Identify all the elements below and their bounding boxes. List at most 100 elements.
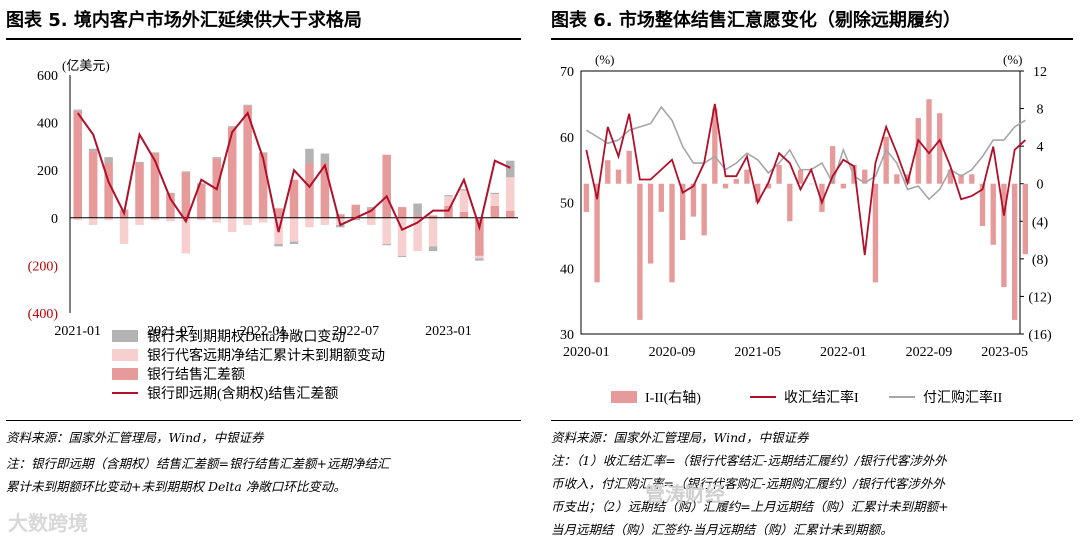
spot-balance-bar: [227, 127, 237, 218]
spot-balance-bar: [73, 110, 82, 218]
watermark-right: 管涛财经: [645, 482, 725, 506]
diff-bar: [776, 164, 782, 184]
diff-bar: [712, 108, 718, 184]
right-note-line: 币支出；（2）远期结（购）汇履约=上月远期结（购）汇累计未到期额+: [551, 499, 949, 514]
diff-bar: [701, 183, 707, 236]
spot-balance-bar: [243, 105, 252, 218]
left-note-line: 注：银行即远期（含期权）结售汇差额=银行结售汇差额+远期净结汇: [6, 456, 390, 471]
left-axis-unit: (%): [595, 52, 615, 67]
delta-change-bar: [150, 152, 160, 154]
y-tick-label: 0: [51, 212, 58, 227]
forward-change-bar: [212, 217, 222, 223]
spot-balance-bar: [397, 207, 407, 218]
delta-change-bar: [104, 157, 113, 164]
forward-change-bar: [305, 217, 314, 228]
diff-bar: [797, 169, 804, 184]
forward-change-bar: [104, 217, 113, 221]
delta-change-bar: [459, 189, 469, 191]
forward-change-bar: [428, 217, 438, 247]
spot-balance-bar: [289, 179, 299, 218]
delta-change-bar: [336, 224, 345, 228]
delta-change-bar: [475, 258, 484, 261]
x-tick-label: 2021-05: [734, 345, 781, 360]
diff-bar: [894, 174, 900, 184]
diff-bar: [626, 150, 632, 184]
y-tick-label: 400: [37, 117, 58, 132]
left-note-line: 累计未到期额环比变动+未到期期权 Delta 净敞口环比变动。: [6, 479, 346, 494]
forward-change-bar: [289, 217, 299, 242]
diff-bar: [840, 183, 847, 189]
x-tick-label: 2023-05: [981, 345, 1028, 360]
right-chart-title: 图表 6. 市场整体结售汇意愿变化（剔除远期履约）: [551, 10, 961, 31]
right-tick-label: (12): [1028, 290, 1052, 305]
left-title-rule: [6, 38, 521, 40]
spot-balance-bar: [506, 210, 515, 218]
spot-balance-bar: [305, 163, 314, 218]
diff-bar: [979, 183, 986, 226]
right-note: 注：（1）收汇结汇率=（银行代客结汇-远期结汇履约）/银行代客涉外外 币收入，付…: [551, 449, 949, 541]
spot-balance-bar: [459, 211, 469, 218]
diff-bar: [969, 174, 975, 184]
right-note-line: 注：（1）收汇结汇率=（银行代客结汇-远期结汇履约）/银行代客涉外外: [551, 453, 947, 468]
delta-change-bar: [382, 243, 391, 246]
y-tick-label: 600: [37, 69, 58, 84]
spot-balance-bar: [135, 163, 144, 218]
diff-bar: [958, 174, 964, 184]
diff-bar: [733, 179, 739, 184]
diff-bar: [990, 183, 996, 245]
forward-change-bar: [475, 255, 484, 259]
delta-change-bar: [366, 207, 376, 209]
delta-change-bar: [506, 160, 515, 178]
x-tick-label: 2021-01: [54, 324, 101, 339]
left-note: 注：银行即远期（含期权）结售汇差额=银行结售汇差额+远期净结汇 累计未到期额环比…: [6, 452, 389, 498]
forward-change-bar: [197, 217, 206, 221]
x-tick-label: 2021-07: [147, 324, 194, 339]
forward-change-bar: [73, 217, 82, 221]
legend-label: 银行即远期(含期权)结售汇差额: [147, 386, 338, 402]
spot-balance-bar: [88, 151, 98, 218]
spot-balance-bar: [320, 163, 330, 218]
forward-change-bar: [166, 217, 175, 222]
legend-swatch: [112, 330, 138, 342]
diff-bar: [754, 183, 761, 203]
forward-change-bar: [397, 217, 407, 256]
spot-balance-bar: [336, 214, 345, 218]
diff-bar: [637, 183, 643, 320]
diff-bar: [680, 183, 686, 241]
diff-bar: [1011, 183, 1018, 320]
x-tick-label: 2020-09: [649, 345, 696, 360]
delta-change-bar: [351, 218, 361, 221]
diff-bar: [904, 174, 911, 184]
diff-bar: [829, 146, 836, 184]
right-title-rule: [551, 38, 1073, 40]
forward-change-bar: [366, 217, 376, 225]
right-tick-label: 0: [1037, 178, 1044, 193]
left-chart-title: 图表 5. 境内客户市场外汇延续供大于求格局: [6, 10, 362, 31]
forward-change-bar: [459, 190, 469, 212]
right-tick-label: (4): [1032, 215, 1049, 230]
diff-bar: [615, 169, 622, 184]
legend-label: 付汇购汇率II: [923, 389, 1003, 406]
forward-change-bar: [413, 217, 422, 252]
spot-balance-bar: [197, 184, 206, 218]
diff-bar: [583, 183, 590, 212]
forward-change-bar: [444, 196, 453, 206]
spot-balance-bar: [258, 153, 268, 218]
left-source-rule: [6, 420, 521, 421]
diff-bar: [926, 99, 932, 184]
delta-change-bar: [258, 152, 268, 154]
delta-change-bar: [444, 195, 453, 197]
spot-balance-bar: [274, 208, 283, 218]
spot-balance-bar: [150, 153, 160, 218]
diff-bar: [647, 183, 654, 264]
left-tick-label: 40: [560, 262, 574, 277]
left-tick-label: 30: [560, 328, 574, 343]
right-axis-unit: (%): [1003, 52, 1023, 67]
delta-change-bar: [305, 148, 314, 164]
delta-change-bar: [413, 203, 422, 216]
forward-change-bar: [227, 217, 237, 233]
legend-label: 收汇结汇率I: [784, 389, 859, 406]
spot-balance-bar: [166, 194, 175, 218]
legend-swatch: [112, 349, 138, 361]
spot-balance-bar: [413, 215, 422, 218]
